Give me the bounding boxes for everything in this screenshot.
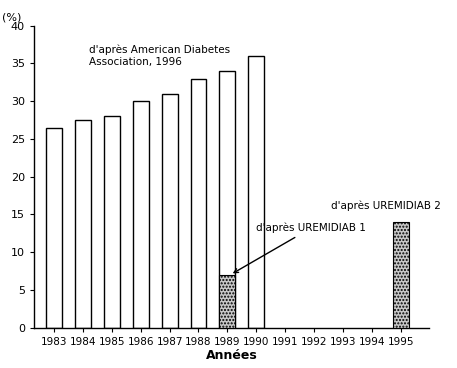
Bar: [133, 101, 149, 328]
Bar: [46, 128, 62, 328]
Bar: [219, 71, 235, 328]
Bar: [75, 120, 91, 328]
Bar: [248, 56, 264, 328]
Bar: [191, 79, 207, 328]
Text: d'après UREMIDIAB 2: d'après UREMIDIAB 2: [331, 200, 441, 210]
X-axis label: Années: Années: [206, 350, 258, 362]
Text: (%): (%): [2, 13, 21, 23]
Bar: [219, 275, 235, 328]
Bar: [393, 222, 409, 328]
Bar: [162, 94, 177, 328]
Text: d'après American Diabetes
Association, 1996: d'après American Diabetes Association, 1…: [89, 45, 230, 67]
Text: d'après UREMIDIAB 1: d'après UREMIDIAB 1: [234, 223, 366, 273]
Bar: [104, 116, 120, 328]
